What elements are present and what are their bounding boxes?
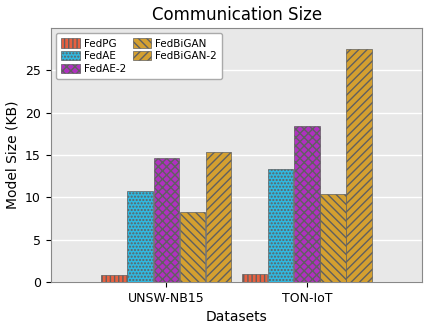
Legend: FedPG, FedAE, FedAE-2, FedBiGAN, FedBiGAN-2: FedPG, FedAE, FedAE-2, FedBiGAN, FedBiGA… [56, 33, 223, 80]
Bar [347, 49, 372, 282]
Y-axis label: Model Size (KB): Model Size (KB) [6, 101, 20, 209]
Bar [320, 194, 346, 282]
Bar [180, 212, 205, 282]
Bar [294, 126, 320, 282]
Bar [128, 191, 153, 282]
Title: Communication Size: Communication Size [152, 6, 321, 23]
Bar [154, 157, 179, 282]
X-axis label: Datasets: Datasets [206, 311, 268, 324]
Bar [101, 275, 127, 282]
Bar [206, 152, 231, 282]
Bar [242, 274, 268, 282]
Bar [268, 169, 294, 282]
